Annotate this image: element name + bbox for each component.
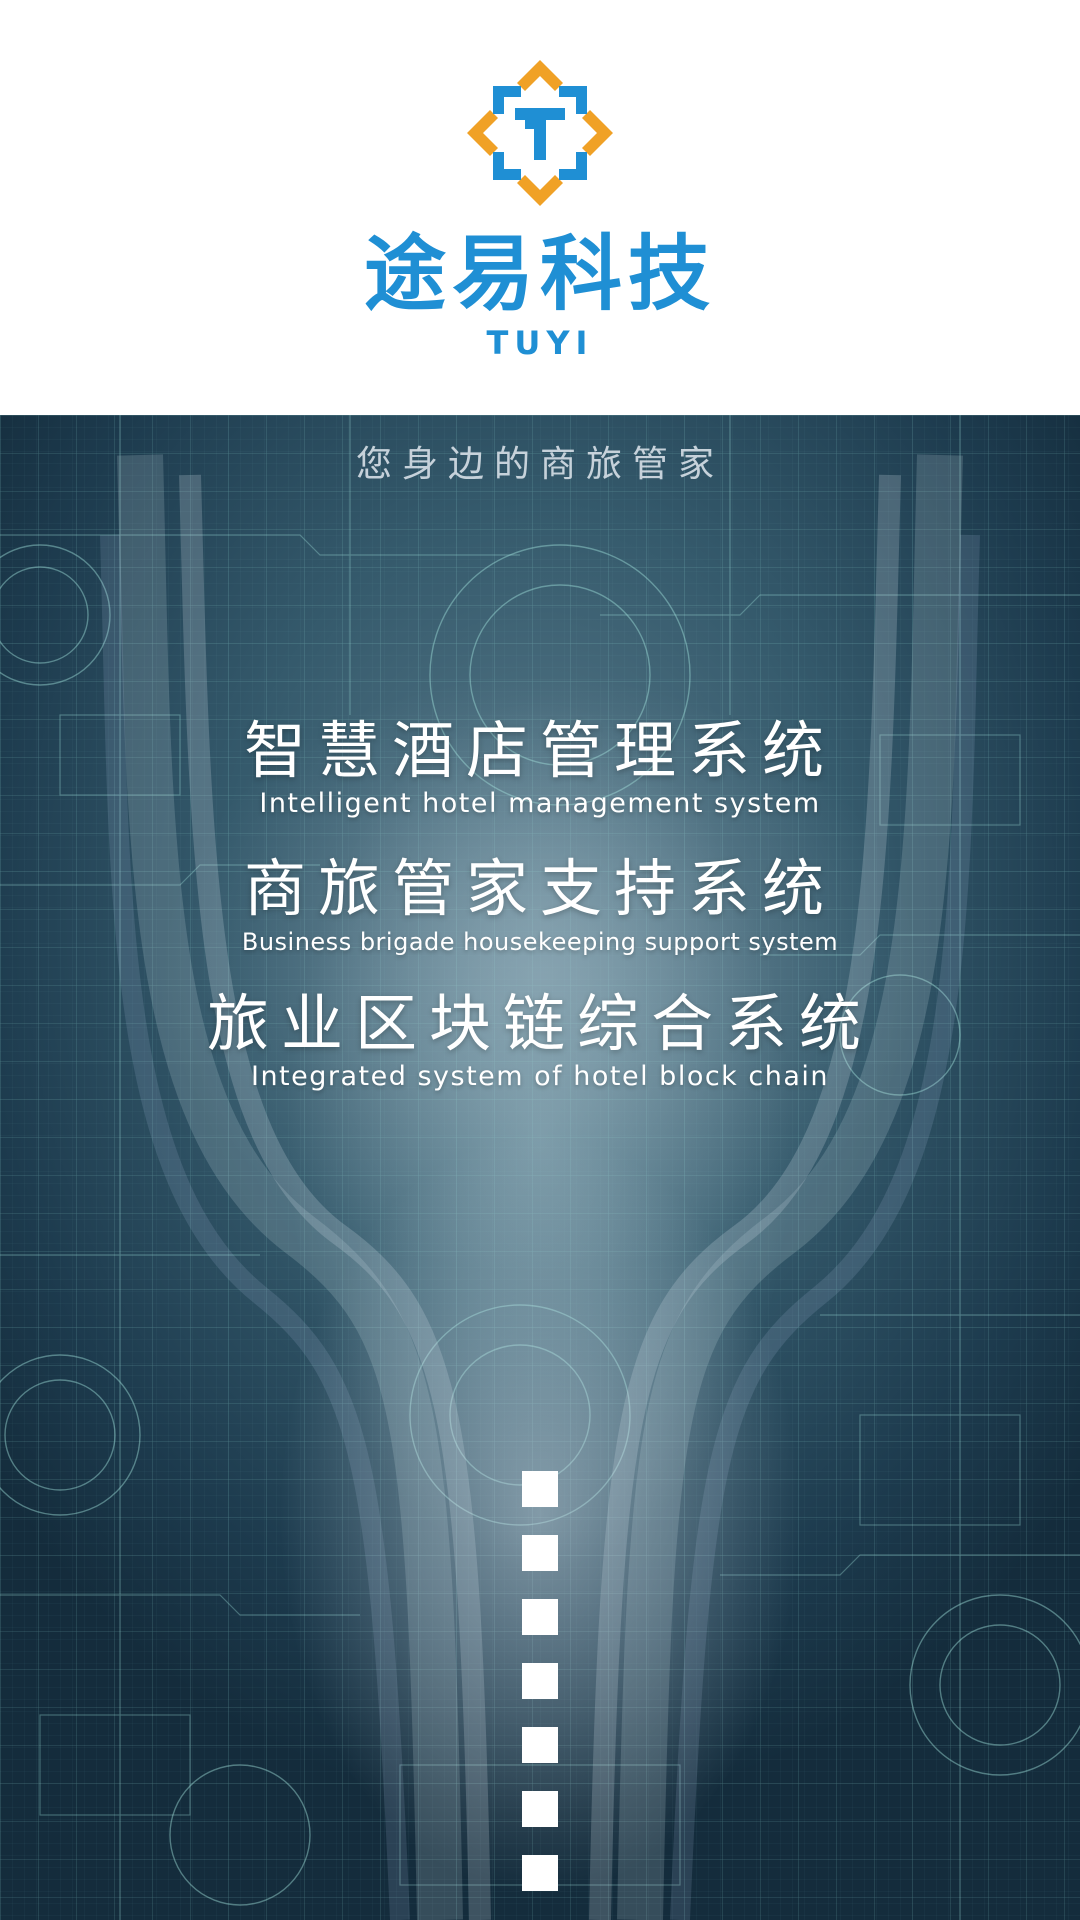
- brand-name-english: TUYI: [486, 324, 594, 362]
- brand-header: 途易科技 TUYI: [0, 0, 1080, 415]
- system-name-english: Integrated system of hotel block chain: [250, 1061, 830, 1092]
- system-name-chinese: 智慧酒店管理系统: [243, 714, 836, 787]
- system-name-english: Intelligent hotel management system: [259, 788, 821, 819]
- decorative-square: [522, 1855, 558, 1891]
- decorative-square: [522, 1663, 558, 1699]
- system-item: 商旅管家支持系统 Business brigade housekeeping s…: [0, 853, 1080, 959]
- system-name-chinese: 旅业区块链综合系统: [206, 987, 873, 1060]
- decorative-square: [522, 1535, 558, 1571]
- decorative-square: [522, 1599, 558, 1635]
- system-item: 旅业区块链综合系统 Integrated system of hotel blo…: [0, 988, 1080, 1094]
- brand-name-chinese: 途易科技: [363, 227, 716, 322]
- system-item: 智慧酒店管理系统 Intelligent hotel management sy…: [0, 715, 1080, 821]
- decorative-square-column: [522, 1471, 558, 1919]
- system-name-english: Business brigade housekeeping support sy…: [241, 928, 839, 956]
- decorative-square: [522, 1791, 558, 1827]
- system-name-chinese: 商旅管家支持系统: [243, 852, 836, 925]
- decorative-square: [522, 1471, 558, 1507]
- decorative-square: [522, 1727, 558, 1763]
- tagline: 您身边的商旅管家: [355, 444, 724, 485]
- blueprint-background: [0, 415, 1080, 1920]
- tuyi-cross-logo-icon: [467, 60, 613, 206]
- blueprint-panel: 您身边的商旅管家 智慧酒店管理系统 Intelligent hotel mana…: [0, 415, 1080, 1920]
